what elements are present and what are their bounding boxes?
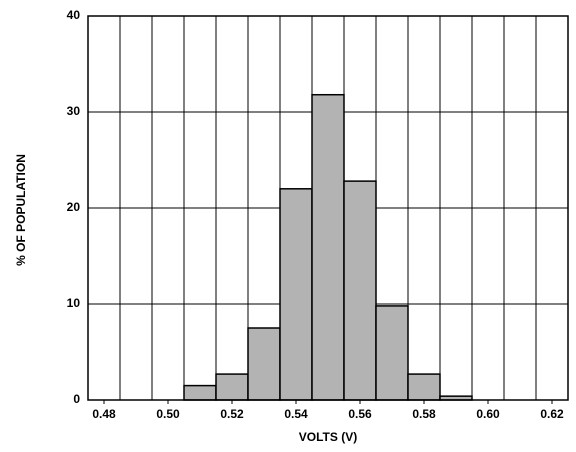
- plot-frame: [87, 15, 569, 401]
- y-tick-label: 10: [67, 296, 81, 310]
- x-tick-label: 0.48: [92, 407, 116, 421]
- bar: [375, 305, 409, 401]
- x-tick-label: 0.56: [348, 407, 372, 421]
- y-tick-label: 40: [67, 8, 81, 22]
- x-tick-label: 0.60: [476, 407, 500, 421]
- x-axis-label: VOLTS (V): [299, 430, 357, 444]
- x-tick-label: 0.52: [220, 407, 244, 421]
- y-tick-label: 0: [73, 392, 80, 406]
- x-tick-label: 0.58: [412, 407, 436, 421]
- x-tick-label: 0.62: [540, 407, 564, 421]
- bar: [311, 93, 345, 401]
- bar: [247, 327, 281, 401]
- bar: [343, 180, 377, 401]
- y-tick-label: 20: [67, 200, 81, 214]
- x-tick-label: 0.54: [284, 407, 308, 421]
- y-axis-label: % OF POPULATION: [14, 154, 28, 266]
- bar: [215, 373, 249, 401]
- bar: [183, 384, 217, 401]
- y-tick-label: 30: [67, 104, 81, 118]
- bar: [279, 188, 313, 401]
- bar: [407, 373, 441, 401]
- x-tick-label: 0.50: [156, 407, 180, 421]
